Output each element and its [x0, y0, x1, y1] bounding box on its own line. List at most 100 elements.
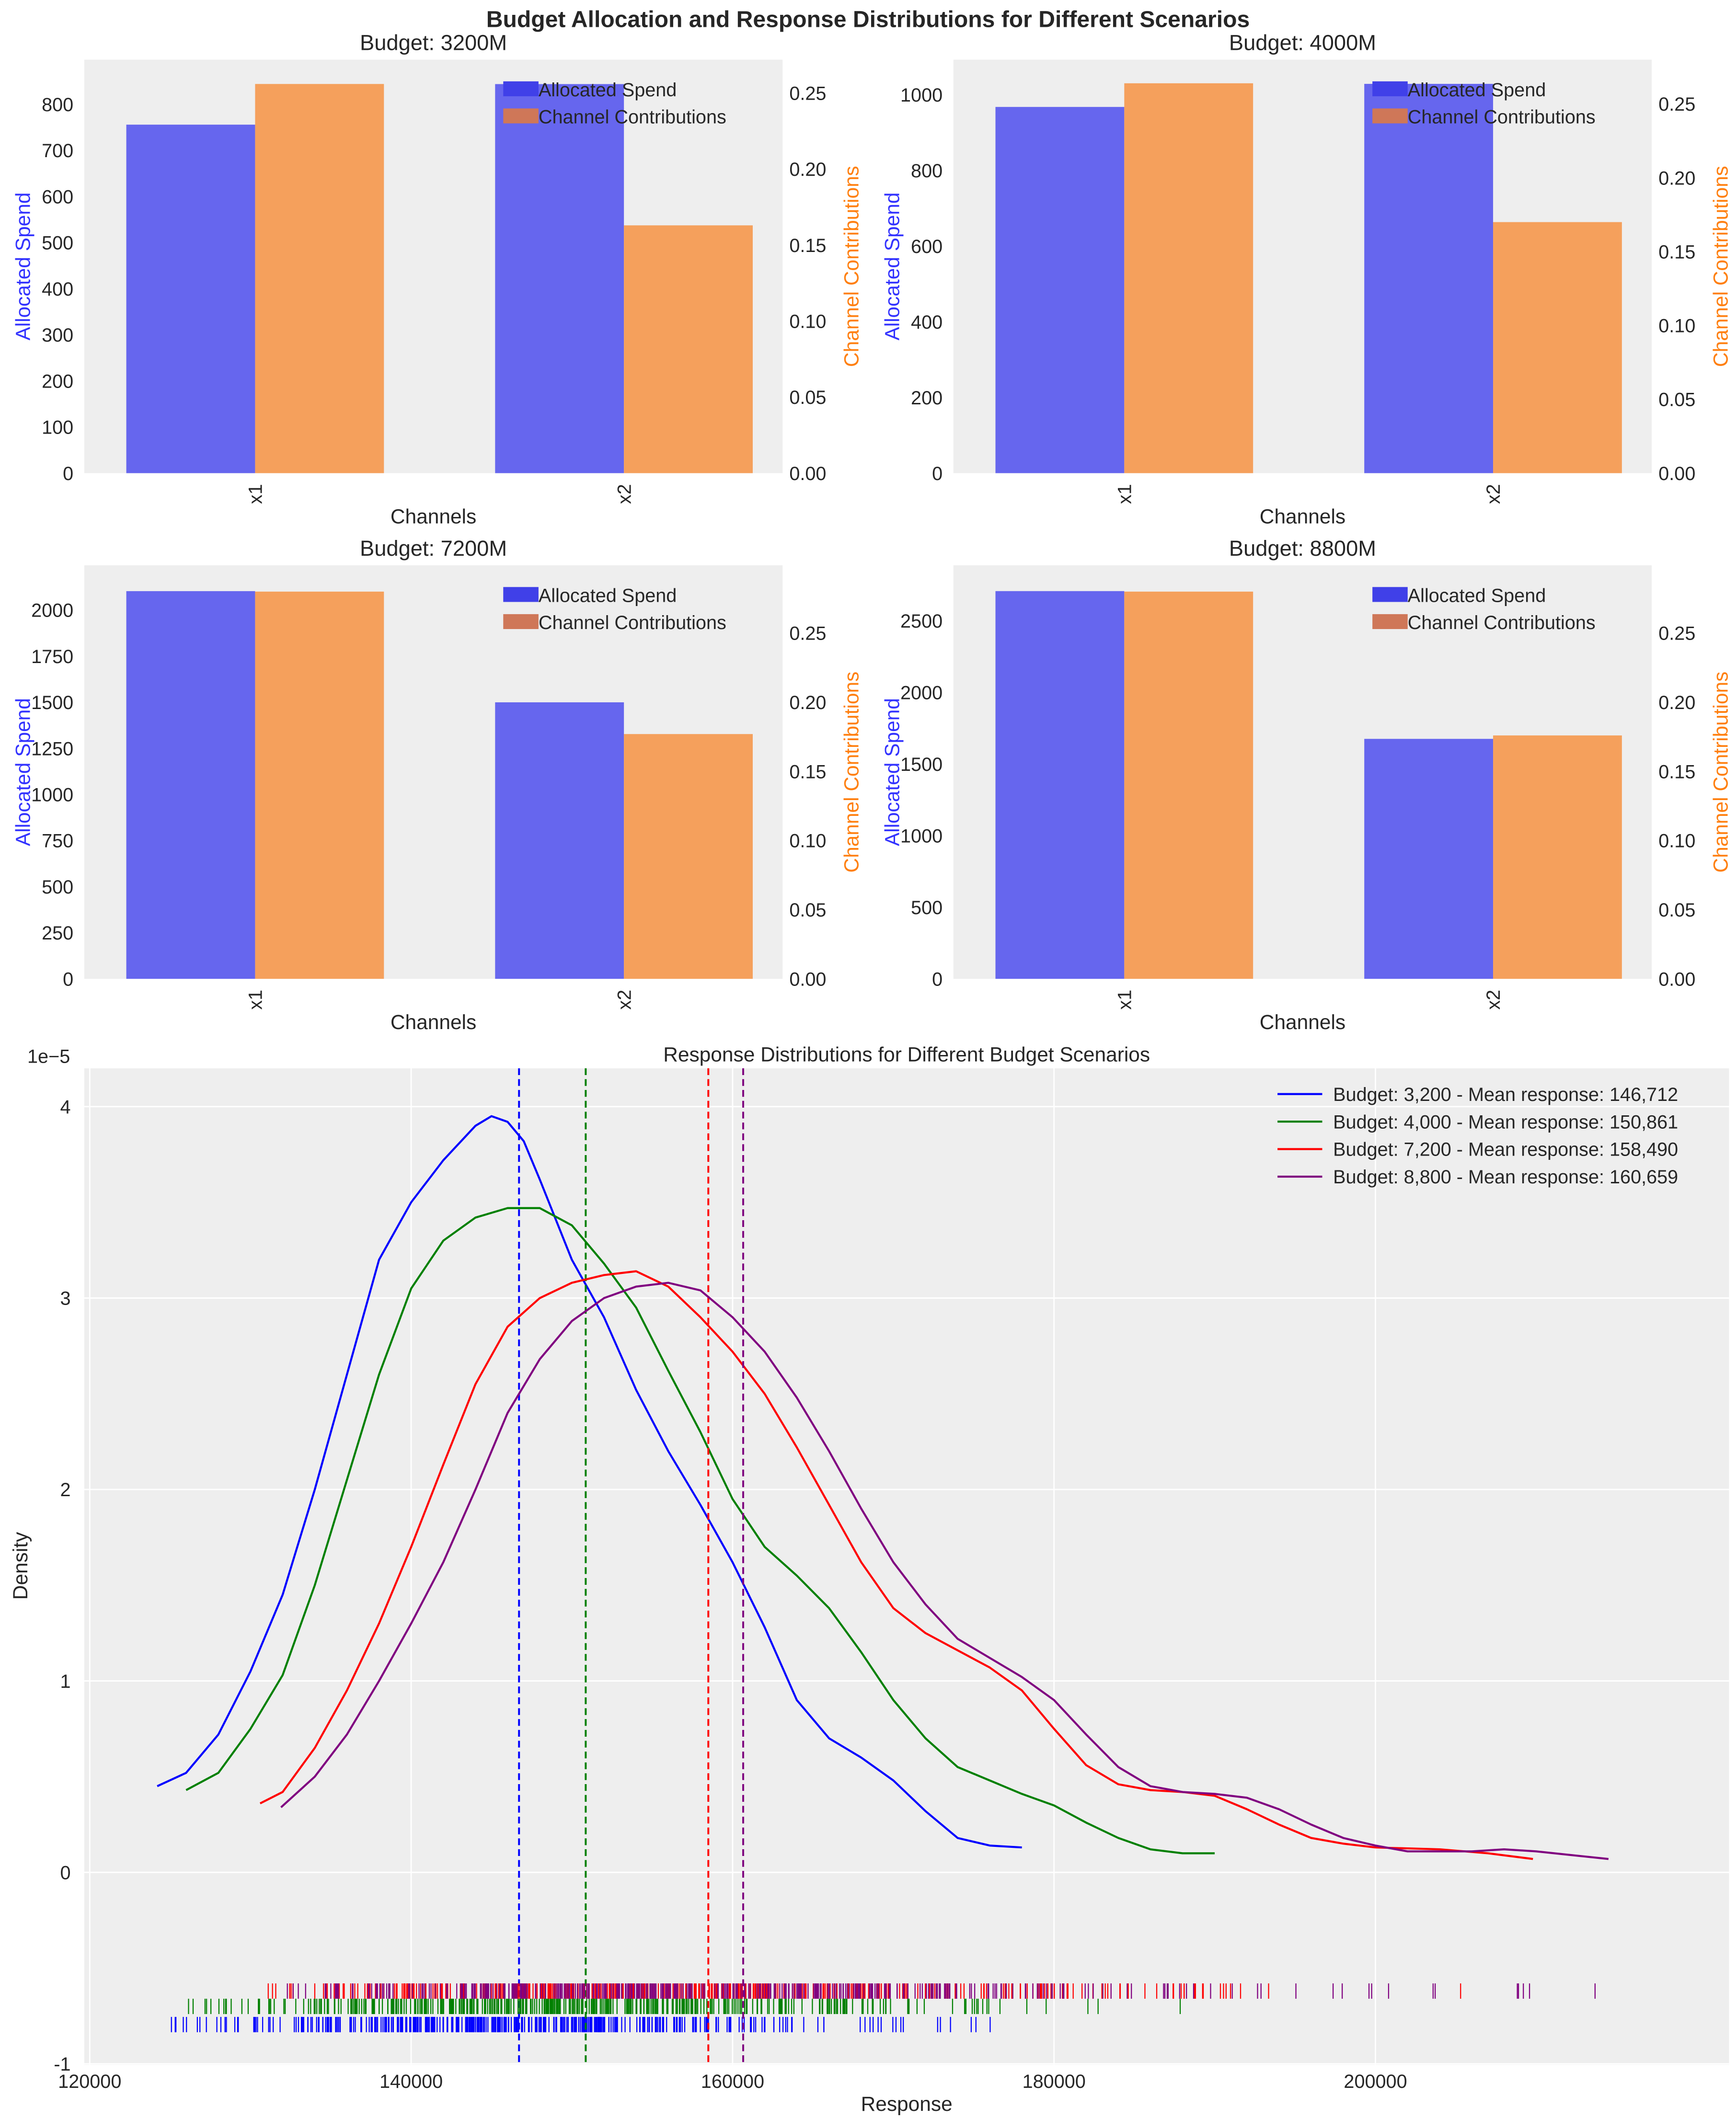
- legend-swatch-channel-contributions: [1372, 108, 1408, 124]
- y-tick-label-right: 0.05: [1658, 900, 1695, 921]
- bar-panel-3: x1 x2 0 250 500 750 1000 1250 1500 1750 2000 0.00 0.…: [12, 536, 863, 1033]
- y-tick-label: 0: [60, 1862, 71, 1883]
- y-tick-label-right: 0.10: [789, 831, 826, 852]
- y-tick-label-left: 2500: [900, 611, 943, 632]
- y-tick-label-left: 500: [42, 877, 73, 898]
- y-tick-label-right: 0.20: [1658, 692, 1695, 713]
- y-tick-label-right: 0.20: [789, 692, 826, 713]
- y-tick-label-left: 300: [42, 325, 73, 346]
- bar-allocated-spend-x2: [1364, 84, 1494, 473]
- bar-channel-contribution-x2: [1493, 222, 1622, 473]
- legend-swatch-allocated-spend: [503, 587, 539, 602]
- series-1: [157, 1068, 1022, 2065]
- y-tick-label-left: 800: [42, 94, 73, 115]
- legend: Allocated Spend Channel Contributions: [1372, 585, 1596, 633]
- y-axis-label-left: Allocated Spend: [12, 698, 34, 846]
- legend-label: Budget: 3,200 - Mean response: 146,712: [1333, 1084, 1678, 1105]
- legend-swatch-channel-contributions: [1372, 614, 1408, 630]
- y-tick-label: 2: [60, 1479, 71, 1500]
- y-tick-label-left: 1000: [900, 85, 943, 106]
- y-tick-label-right: 0.05: [789, 387, 826, 408]
- y-tick-label-left: 1000: [900, 825, 943, 847]
- bar-allocated-spend-x1: [126, 591, 255, 979]
- bar-panels: x1 x2 0 100 200 300 400 500 600 700 800 0.00 0.05 0.1…: [12, 31, 1732, 1033]
- panel-title: Budget: 3200M: [360, 31, 507, 55]
- legend-label: Channel Contributions: [539, 107, 726, 128]
- y-axis-label-right: Channel Contributions: [840, 672, 863, 873]
- legend: Allocated Spend Channel Contributions: [1372, 80, 1596, 128]
- y-tick-label-left: 500: [42, 233, 73, 254]
- panel-title: Budget: 7200M: [360, 536, 507, 561]
- y-tick-label-left: 0: [932, 969, 943, 990]
- bar-panel-1: x1 x2 0 100 200 300 400 500 600 700 800 0.00 0.05 0.1…: [12, 31, 863, 528]
- x-tick-label: 120000: [58, 2071, 121, 2092]
- y-tick-label: 1: [60, 1671, 71, 1692]
- x-axis-label: Channels: [1260, 505, 1345, 527]
- x-tick-label: x2: [614, 484, 635, 504]
- legend-label: Channel Contributions: [539, 612, 726, 633]
- y-tick-label-left: 600: [42, 186, 73, 207]
- x-axis-label: Channels: [391, 1011, 476, 1033]
- density-curve: [259, 1270, 1533, 1860]
- y-tick-label-left: 0: [932, 463, 943, 484]
- x-tick-label: x1: [245, 990, 266, 1010]
- y-tick-label-left: 1750: [31, 646, 73, 667]
- bar-panel-2: x1 x2 0 200 400 600 800 1000 0.00 0.05 0.10 0.15 0.2…: [881, 31, 1732, 528]
- legend-label: Allocated Spend: [539, 585, 677, 606]
- y-tick-label-left: 400: [42, 279, 73, 300]
- y-tick-label-right: 0.05: [1658, 389, 1695, 411]
- bar-allocated-spend-x1: [995, 107, 1125, 473]
- plot-area: [84, 1068, 1729, 2065]
- figure-title: Budget Allocation and Response Distribut…: [486, 7, 1250, 33]
- bar-channel-contribution-x1: [255, 591, 384, 979]
- y-tick-label-right: 0.25: [1658, 94, 1695, 115]
- x-tick-label: x2: [1483, 484, 1504, 504]
- y-tick-label: -1: [54, 2054, 70, 2075]
- rug-plot: [287, 1983, 1596, 1999]
- bar-allocated-spend-x1: [126, 125, 255, 473]
- bar-channel-contribution-x1: [1124, 591, 1253, 979]
- y-tick-label-right: 0.25: [789, 83, 826, 104]
- x-tick-label: 160000: [701, 2071, 764, 2092]
- x-axis-label: Channels: [1260, 1011, 1345, 1033]
- bar-channel-contribution-x1: [255, 84, 384, 473]
- density-curve: [157, 1115, 1022, 1849]
- rug-plot: [171, 2016, 991, 2032]
- y-tick-label-right: 0.20: [1658, 168, 1695, 189]
- panel-title: Budget: 8800M: [1229, 536, 1376, 561]
- x-tick-label: x1: [245, 484, 266, 504]
- y-tick-label-left: 1250: [31, 738, 73, 759]
- legend-label: Budget: 8,800 - Mean response: 160,659: [1333, 1167, 1678, 1188]
- y-tick-label-right: 0.00: [1658, 969, 1695, 990]
- y-tick-label: 4: [60, 1097, 71, 1118]
- y-axis-label-left: Allocated Spend: [12, 193, 34, 341]
- x-axis-label: Response: [861, 2093, 953, 2115]
- legend-swatch-allocated-spend: [503, 81, 539, 96]
- series-2: [185, 1068, 1215, 2065]
- legend-label: Channel Contributions: [1408, 612, 1596, 633]
- legend-label: Channel Contributions: [1408, 107, 1596, 128]
- y-tick-label-left: 600: [911, 236, 943, 257]
- bar-allocated-spend-x2: [495, 84, 624, 473]
- y-tick-label-right: 0.00: [789, 463, 826, 484]
- x-axis-label: Channels: [391, 505, 476, 527]
- y-tick-label-right: 0.10: [1658, 316, 1695, 337]
- y-tick-label-left: 1000: [31, 784, 73, 805]
- y-tick-label-left: 1500: [900, 754, 943, 775]
- y-tick-label-right: 0.10: [1658, 831, 1695, 852]
- bar-channel-contribution-x2: [1493, 735, 1622, 979]
- y-tick-label-left: 1500: [31, 692, 73, 713]
- y-tick-label-right: 0.25: [789, 623, 826, 644]
- x-tick-label: x1: [1114, 990, 1135, 1010]
- y-tick-label-left: 200: [911, 388, 943, 409]
- y-tick-label-left: 750: [42, 831, 73, 852]
- y-tick-label-left: 0: [63, 463, 73, 484]
- bar-allocated-spend-x2: [1364, 739, 1494, 979]
- bar-channel-contribution-x1: [1124, 83, 1253, 473]
- bar-channel-contribution-x2: [624, 225, 753, 473]
- bar-allocated-spend-x2: [495, 702, 624, 979]
- x-tick-label: x1: [1114, 484, 1135, 504]
- x-tick-label: x2: [1483, 990, 1504, 1010]
- legend-label: Budget: 4,000 - Mean response: 150,861: [1333, 1111, 1678, 1133]
